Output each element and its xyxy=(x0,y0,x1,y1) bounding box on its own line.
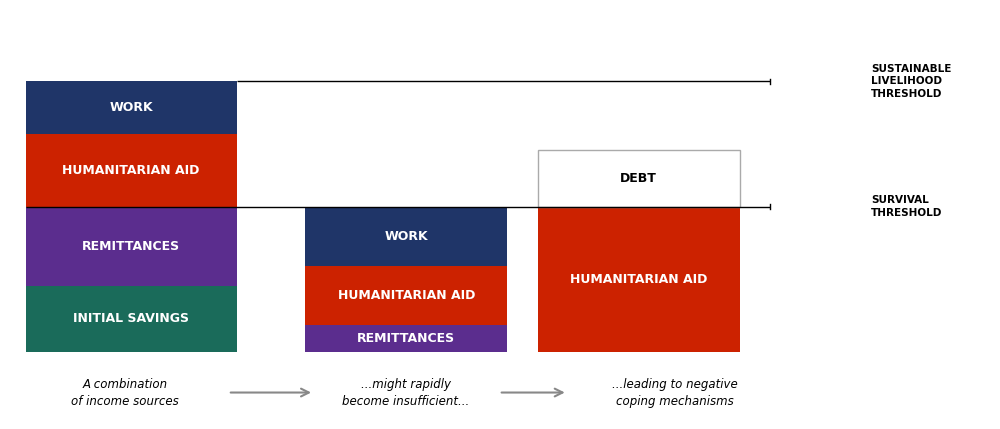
Text: INITIAL SAVINGS: INITIAL SAVINGS xyxy=(73,312,189,325)
Text: SURVIVAL
THRESHOLD: SURVIVAL THRESHOLD xyxy=(871,195,943,218)
Text: HUMANITARIAN AID: HUMANITARIAN AID xyxy=(338,289,475,302)
Text: HUMANITARIAN AID: HUMANITARIAN AID xyxy=(570,273,707,286)
Text: ...leading to negative
coping mechanisms: ...leading to negative coping mechanisms xyxy=(612,378,738,408)
Text: A combination
of income sources: A combination of income sources xyxy=(71,378,179,408)
Text: HUMANITARIAN AID: HUMANITARIAN AID xyxy=(62,164,200,177)
Text: DEBT: DEBT xyxy=(620,172,657,185)
Text: SUSTAINABLE
LIVELIHOOD
THRESHOLD: SUSTAINABLE LIVELIHOOD THRESHOLD xyxy=(871,64,952,99)
Bar xyxy=(305,266,507,325)
Bar xyxy=(26,81,237,134)
Bar xyxy=(26,134,237,207)
Bar xyxy=(538,151,740,207)
Text: REMITTANCES: REMITTANCES xyxy=(82,240,180,253)
Bar xyxy=(305,207,507,266)
Text: REMITTANCES: REMITTANCES xyxy=(357,332,455,345)
Bar xyxy=(305,325,507,352)
Text: ...might rapidly
become insufficient...: ...might rapidly become insufficient... xyxy=(342,378,470,408)
Bar xyxy=(26,286,237,352)
Text: WORK: WORK xyxy=(385,230,428,243)
Bar xyxy=(26,207,237,286)
Bar xyxy=(538,207,740,352)
Text: WORK: WORK xyxy=(109,101,153,114)
